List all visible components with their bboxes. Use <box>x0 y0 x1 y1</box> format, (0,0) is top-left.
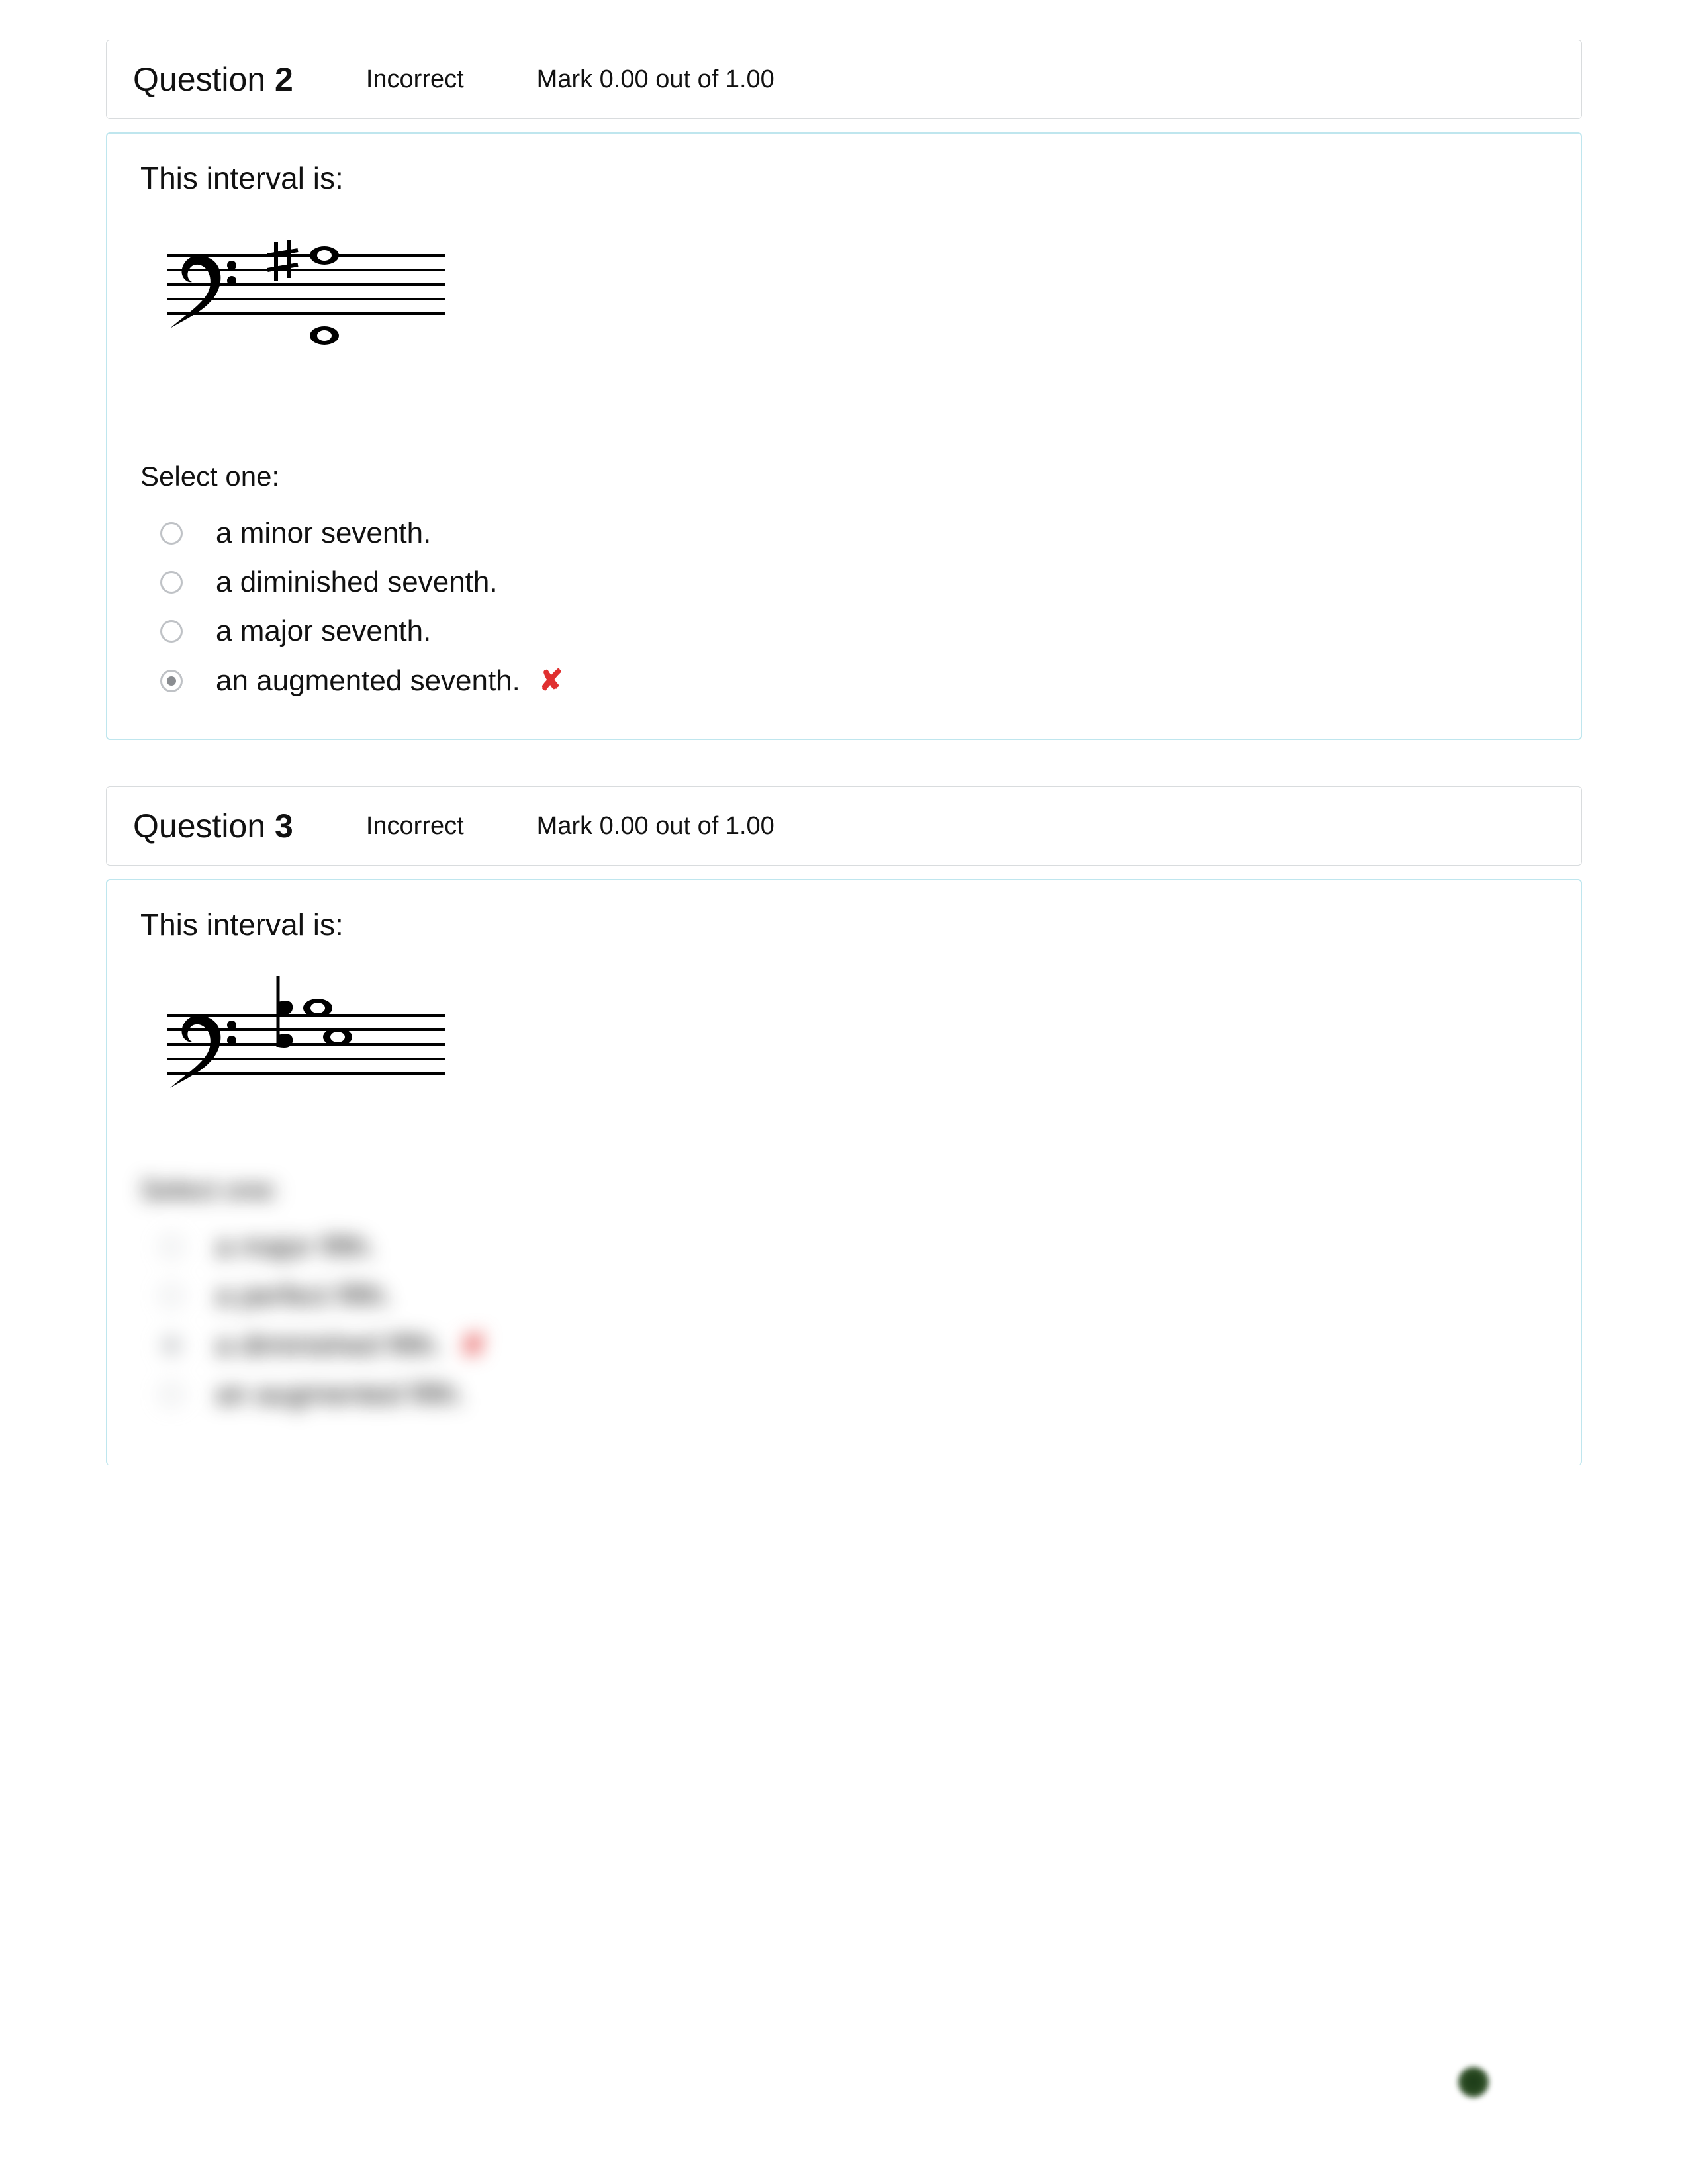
question-number: 3 <box>275 807 293 844</box>
option-label: an augmented fifth. <box>216 1378 465 1411</box>
question-3-prompt: This interval is: <box>140 907 1548 942</box>
corner-dot-icon <box>1458 2066 1489 2098</box>
option-row[interactable]: a diminished seventh. <box>140 558 1548 607</box>
option-label: a perfect fifth. <box>216 1279 393 1312</box>
question-3-notation <box>160 976 1548 1108</box>
option-label: a minor seventh. <box>216 517 431 550</box>
option-label: an augmented seventh. ✘ <box>216 664 563 698</box>
page: Question 2 Incorrect Mark 0.00 out of 1.… <box>0 0 1688 1551</box>
wrong-icon: ✘ <box>539 664 563 697</box>
radio-icon[interactable] <box>160 571 183 594</box>
option-label: a major seventh. <box>216 615 431 648</box>
question-3-header: Question 3 Incorrect Mark 0.00 out of 1.… <box>106 786 1582 866</box>
blurred-options: Select one: a major fifth. a perfect fif… <box>140 1174 1548 1419</box>
option-text-span: a diminished fifth. <box>216 1329 442 1361</box>
option-row: a perfect fifth. <box>140 1271 1548 1320</box>
radio-icon <box>160 1285 183 1307</box>
question-2-mark: Mark 0.00 out of 1.00 <box>537 66 774 94</box>
question-2-notation <box>160 229 1548 375</box>
question-2-body: This interval is: <box>106 132 1582 740</box>
option-label: a diminished seventh. <box>216 566 498 599</box>
option-label: a diminished fifth. ✘ <box>216 1328 486 1362</box>
question-2-prompt: This interval is: <box>140 160 1548 196</box>
option-row: a diminished fifth. ✘ <box>140 1320 1548 1370</box>
question-number: 2 <box>275 61 293 98</box>
question-2-title: Question 2 <box>133 60 293 99</box>
option-row: a major fifth. <box>140 1222 1548 1271</box>
select-one-label: Select one: <box>140 1174 1548 1206</box>
question-word: Question <box>133 61 265 98</box>
select-one-label: Select one: <box>140 461 1548 492</box>
option-text-span: an augmented seventh. <box>216 664 520 697</box>
staff-icon <box>160 976 451 1108</box>
option-row[interactable]: an augmented seventh. ✘ <box>140 656 1548 705</box>
radio-icon <box>160 1383 183 1406</box>
radio-icon <box>160 1236 183 1258</box>
option-row[interactable]: a major seventh. <box>140 607 1548 656</box>
question-2-status: Incorrect <box>366 66 464 94</box>
question-2-header: Question 2 Incorrect Mark 0.00 out of 1.… <box>106 40 1582 119</box>
radio-icon[interactable] <box>160 620 183 643</box>
option-row: an augmented fifth. <box>140 1370 1548 1419</box>
option-label: a major fifth. <box>216 1230 376 1263</box>
radio-icon[interactable] <box>160 522 183 545</box>
radio-icon[interactable] <box>160 670 183 692</box>
question-3-body: This interval is: <box>106 879 1582 1465</box>
question-3-mark: Mark 0.00 out of 1.00 <box>537 812 774 841</box>
radio-icon <box>160 1334 183 1357</box>
question-3-title: Question 3 <box>133 807 293 845</box>
wrong-icon: ✘ <box>461 1329 486 1361</box>
staff-icon <box>160 229 451 375</box>
option-row[interactable]: a minor seventh. <box>140 509 1548 558</box>
question-word: Question <box>133 807 265 844</box>
question-3-status: Incorrect <box>366 812 464 841</box>
